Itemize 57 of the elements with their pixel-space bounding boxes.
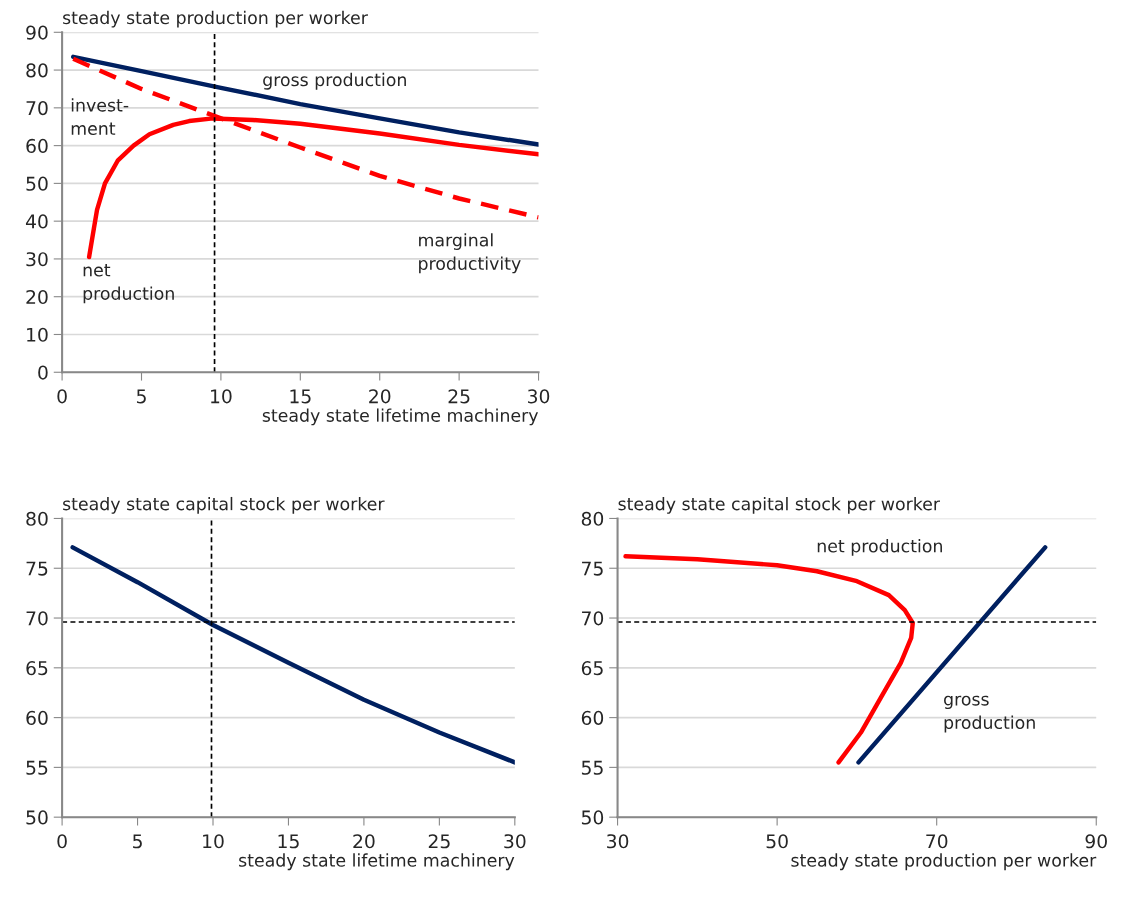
x-tick-label: 15 (278, 834, 299, 849)
y-tick-label: 70 (26, 101, 48, 116)
y-tick-label: 80 (26, 511, 48, 526)
x-tick-label: 30 (528, 389, 550, 404)
y-tick-label: 80 (581, 511, 604, 526)
x-tick-label: 0 (57, 834, 67, 849)
y-tick-label: 30 (26, 252, 48, 267)
x-tick-label: 20 (353, 834, 375, 849)
series-label: net production (817, 539, 942, 556)
x-tick-label: 30 (504, 834, 526, 849)
series-label: gross production (263, 72, 406, 90)
x-tick-label: 70 (926, 834, 948, 849)
annotation: invest- ment (71, 98, 129, 136)
y-tick-label: 60 (581, 710, 604, 725)
chart-title: steady state capital stock per worker (618, 496, 941, 514)
series-label: net production (83, 264, 174, 304)
x-tick-label: 15 (290, 389, 311, 404)
line-series (70, 54, 539, 147)
y-tick-label: 90 (26, 25, 48, 40)
y-tick-label: 0 (38, 365, 48, 380)
x-tick-label: 10 (203, 834, 224, 849)
y-tick-label: 50 (26, 176, 48, 191)
x-tick-label: 5 (136, 389, 146, 404)
y-tick-label: 40 (25, 214, 48, 229)
series-label: marginal productivity (419, 233, 521, 274)
y-tick-label: 20 (26, 289, 48, 305)
y-tick-label: 80 (26, 63, 48, 78)
x-tick-label: 20 (369, 389, 391, 404)
x-tick-label: 25 (448, 389, 470, 404)
y-tick-label: 65 (581, 661, 603, 676)
x-tick-label: 50 (766, 834, 788, 849)
chart-title: steady state capital stock per worker (63, 496, 385, 514)
x-tick-label: 25 (428, 834, 450, 849)
series-label: gross production (944, 695, 1035, 733)
line-series (70, 545, 515, 765)
x-tick-label: 5 (133, 834, 142, 849)
x-axis-title: steady state lifetime machinery (239, 853, 515, 871)
y-tick-label: 55 (581, 760, 603, 775)
y-tick-label: 55 (26, 760, 48, 775)
x-tick-label: 10 (211, 389, 232, 404)
y-tick-label: 75 (26, 561, 48, 576)
x-tick-label: 90 (1085, 834, 1107, 849)
chart-title: steady state production per worker (63, 10, 368, 28)
x-tick-label: 0 (57, 389, 67, 404)
y-tick-label: 50 (581, 810, 604, 825)
y-tick-label: 70 (26, 611, 48, 626)
y-tick-label: 75 (582, 561, 603, 576)
line-series (623, 554, 915, 765)
x-tick-label: 30 (607, 834, 629, 849)
y-tick-label: 65 (26, 661, 48, 676)
x-axis-title: steady state production per worker (791, 853, 1097, 871)
y-tick-label: 60 (26, 138, 48, 153)
y-tick-label: 10 (27, 327, 48, 342)
y-tick-label: 60 (26, 710, 48, 725)
x-axis-title: steady state lifetime machinery (262, 408, 539, 426)
y-tick-label: 50 (26, 810, 48, 825)
y-tick-label: 70 (582, 611, 604, 626)
